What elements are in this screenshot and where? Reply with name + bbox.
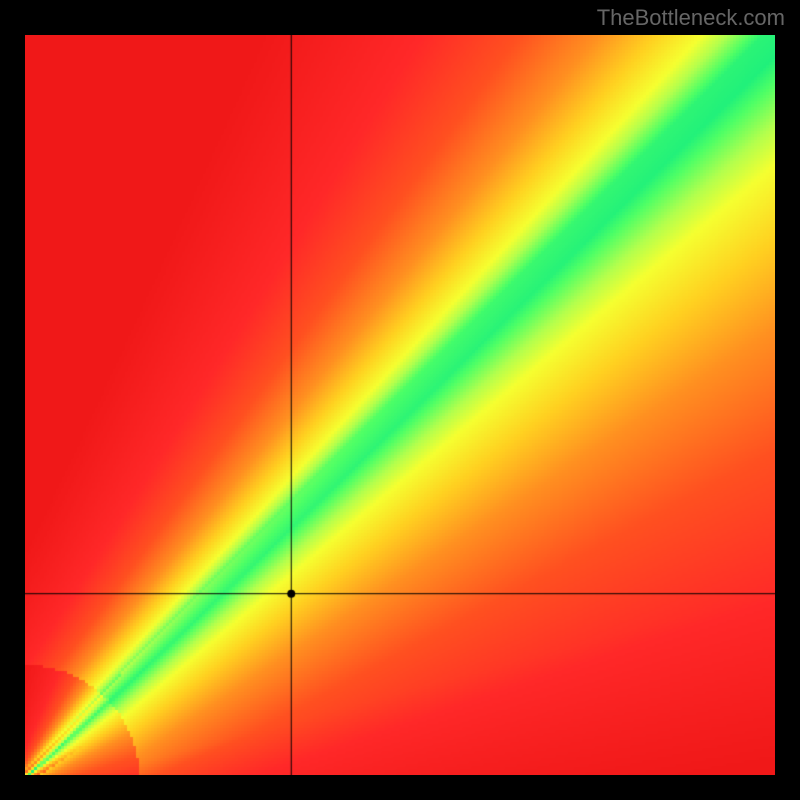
watermark-text: TheBottleneck.com (597, 5, 785, 31)
heatmap-canvas (25, 35, 775, 775)
chart-container: TheBottleneck.com (0, 0, 800, 800)
plot-area (25, 35, 775, 775)
